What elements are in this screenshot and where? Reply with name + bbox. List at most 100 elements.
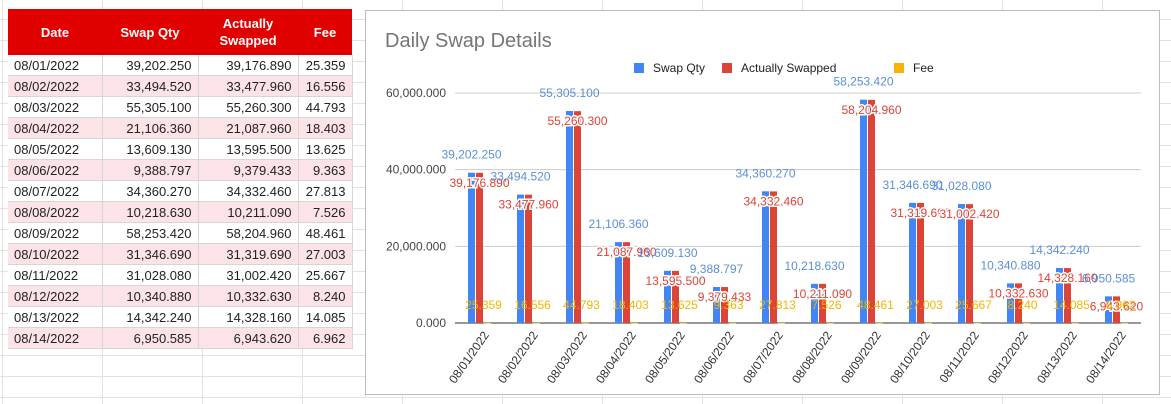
- chart-container[interactable]: Daily Swap Details Swap Qty Actually Swapp…: [365, 10, 1160, 395]
- cell-actually-swapped[interactable]: 39,176.890: [198, 55, 299, 76]
- cell-swap-qty[interactable]: 10,218.630: [102, 201, 199, 223]
- table-header-row: Date Swap Qty Actually Swapped Fee: [8, 9, 352, 55]
- header-swap-qty[interactable]: Swap Qty: [102, 9, 198, 55]
- cell-fee[interactable]: 27.813: [298, 180, 353, 202]
- bar-actually-swapped: [1015, 283, 1022, 323]
- cell-fee[interactable]: 14.085: [298, 306, 353, 328]
- cell-actually-swapped[interactable]: 6,943.620: [198, 327, 299, 349]
- x-tick-label: 08/13/2022: [1034, 328, 1080, 385]
- cell-swap-qty[interactable]: 33,494.520: [102, 75, 199, 97]
- data-label-fee: 25.667: [955, 298, 992, 312]
- cell-date[interactable]: 08/13/2022: [8, 306, 103, 328]
- header-date[interactable]: Date: [8, 9, 102, 55]
- cell-date[interactable]: 08/14/2022: [8, 327, 103, 349]
- chart-title: Daily Swap Details: [385, 30, 552, 52]
- bar-actually-swapped: [819, 283, 826, 323]
- cell-swap-qty[interactable]: 13,609.130: [102, 138, 199, 160]
- bar-fee: [582, 322, 589, 324]
- y-tick-label: 60,000.000: [386, 86, 446, 100]
- data-label-swap-qty: 21,106.360: [588, 217, 648, 231]
- table-row: 08/11/2022 31,028.080 31,002.420 25.667: [8, 264, 353, 286]
- bar-fee: [1121, 322, 1128, 324]
- cell-swap-qty[interactable]: 55,305.100: [102, 96, 199, 118]
- cell-swap-qty[interactable]: 34,360.270: [102, 180, 199, 202]
- table-row: 08/13/2022 14,342.240 14,328.160 14.085: [8, 306, 353, 328]
- bar-fee: [778, 322, 785, 324]
- cell-fee[interactable]: 27.003: [298, 243, 353, 265]
- cell-date[interactable]: 08/09/2022: [8, 222, 103, 244]
- cell-actually-swapped[interactable]: 31,002.420: [198, 264, 299, 286]
- bar-swap-qty: [566, 110, 573, 323]
- cell-date[interactable]: 08/07/2022: [8, 180, 103, 202]
- cell-fee[interactable]: 16.556: [298, 75, 353, 97]
- cell-swap-qty[interactable]: 14,342.240: [102, 306, 199, 328]
- header-actually-swapped[interactable]: Actually Swapped: [198, 9, 298, 55]
- bar-actually-swapped: [1113, 296, 1120, 323]
- table-row: 08/05/2022 13,609.130 13,595.500 13.625: [8, 138, 353, 160]
- cell-actually-swapped[interactable]: 9,379.433: [198, 159, 299, 181]
- cell-date[interactable]: 08/04/2022: [8, 117, 103, 139]
- cell-swap-qty[interactable]: 31,346.690: [102, 243, 199, 265]
- cell-actually-swapped[interactable]: 10,332.630: [198, 285, 299, 307]
- cell-date[interactable]: 08/03/2022: [8, 96, 103, 118]
- data-label-swap-qty: 10,218.630: [784, 259, 844, 273]
- cell-fee[interactable]: 25.667: [298, 264, 353, 286]
- cell-actually-swapped[interactable]: 10,211.090: [198, 201, 299, 223]
- cell-actually-swapped[interactable]: 34,332.460: [198, 180, 299, 202]
- cell-fee[interactable]: 48.461: [298, 222, 353, 244]
- legend-label: Swap Qty: [653, 61, 705, 75]
- table-row: 08/10/2022 31,346.690 31,319.690 27.003: [8, 243, 353, 265]
- bar-swap-qty: [517, 194, 524, 323]
- bar-fee: [729, 322, 736, 324]
- cell-actually-swapped[interactable]: 31,319.690: [198, 243, 299, 265]
- header-fee[interactable]: Fee: [298, 9, 352, 55]
- cell-swap-qty[interactable]: 21,106.360: [102, 117, 199, 139]
- bar-fee: [925, 322, 932, 324]
- bar-swap-qty: [1007, 283, 1014, 323]
- cell-actually-swapped[interactable]: 14,328.160: [198, 306, 299, 328]
- bar-fee: [680, 322, 687, 324]
- cell-swap-qty[interactable]: 31,028.080: [102, 264, 199, 286]
- data-label-actually-swapped: 33,477.960: [498, 198, 558, 212]
- cell-fee[interactable]: 13.625: [298, 138, 353, 160]
- cell-actually-swapped[interactable]: 55,260.300: [198, 96, 299, 118]
- table-row: 08/08/2022 10,218.630 10,211.090 7.526: [8, 201, 353, 223]
- table-row: 08/01/2022 39,202.250 39,176.890 25.359: [8, 55, 353, 76]
- cell-swap-qty[interactable]: 9,388.797: [102, 159, 199, 181]
- x-tick-label: 08/11/2022: [937, 328, 983, 385]
- bar-fee: [484, 322, 491, 324]
- cell-swap-qty[interactable]: 10,340.880: [102, 285, 199, 307]
- cell-fee[interactable]: 8.240: [298, 285, 353, 307]
- bar-swap-qty: [468, 172, 475, 323]
- legend-swatch: [722, 63, 732, 73]
- data-label-actually-swapped: 21,087.960: [596, 245, 656, 259]
- cell-date[interactable]: 08/06/2022: [8, 159, 103, 181]
- cell-fee[interactable]: 44.793: [298, 96, 353, 118]
- cell-actually-swapped[interactable]: 33,477.960: [198, 75, 299, 97]
- cell-date[interactable]: 08/01/2022: [8, 55, 103, 76]
- cell-actually-swapped[interactable]: 13,595.500: [198, 138, 299, 160]
- bar-swap-qty: [762, 191, 769, 323]
- cell-fee[interactable]: 7.526: [298, 201, 353, 223]
- cell-date[interactable]: 08/12/2022: [8, 285, 103, 307]
- cell-date[interactable]: 08/11/2022: [8, 264, 103, 286]
- cell-swap-qty[interactable]: 6,950.585: [102, 327, 199, 349]
- cell-swap-qty[interactable]: 39,202.250: [102, 55, 199, 76]
- cell-actually-swapped[interactable]: 58,204.960: [198, 222, 299, 244]
- cell-actually-swapped[interactable]: 21,087.960: [198, 117, 299, 139]
- cell-fee[interactable]: 9.363: [298, 159, 353, 181]
- cell-date[interactable]: 08/05/2022: [8, 138, 103, 160]
- cell-date[interactable]: 08/08/2022: [8, 201, 103, 223]
- cell-swap-qty[interactable]: 58,253.420: [102, 222, 199, 244]
- cell-date[interactable]: 08/02/2022: [8, 75, 103, 97]
- y-tick-label: 20,000.000: [386, 239, 446, 253]
- cell-date[interactable]: 08/10/2022: [8, 243, 103, 265]
- cell-fee[interactable]: 18.403: [298, 117, 353, 139]
- data-label-swap-qty: 34,360.270: [735, 166, 795, 180]
- cell-fee[interactable]: 6.962: [298, 327, 353, 349]
- data-label-swap-qty: 55,305.100: [539, 86, 599, 100]
- data-label-swap-qty: 33,494.520: [490, 170, 550, 184]
- cell-fee[interactable]: 25.359: [298, 55, 353, 76]
- bar-actually-swapped: [525, 194, 532, 323]
- chart-svg: Daily Swap Details Swap Qty Actually Swapp…: [385, 30, 1145, 386]
